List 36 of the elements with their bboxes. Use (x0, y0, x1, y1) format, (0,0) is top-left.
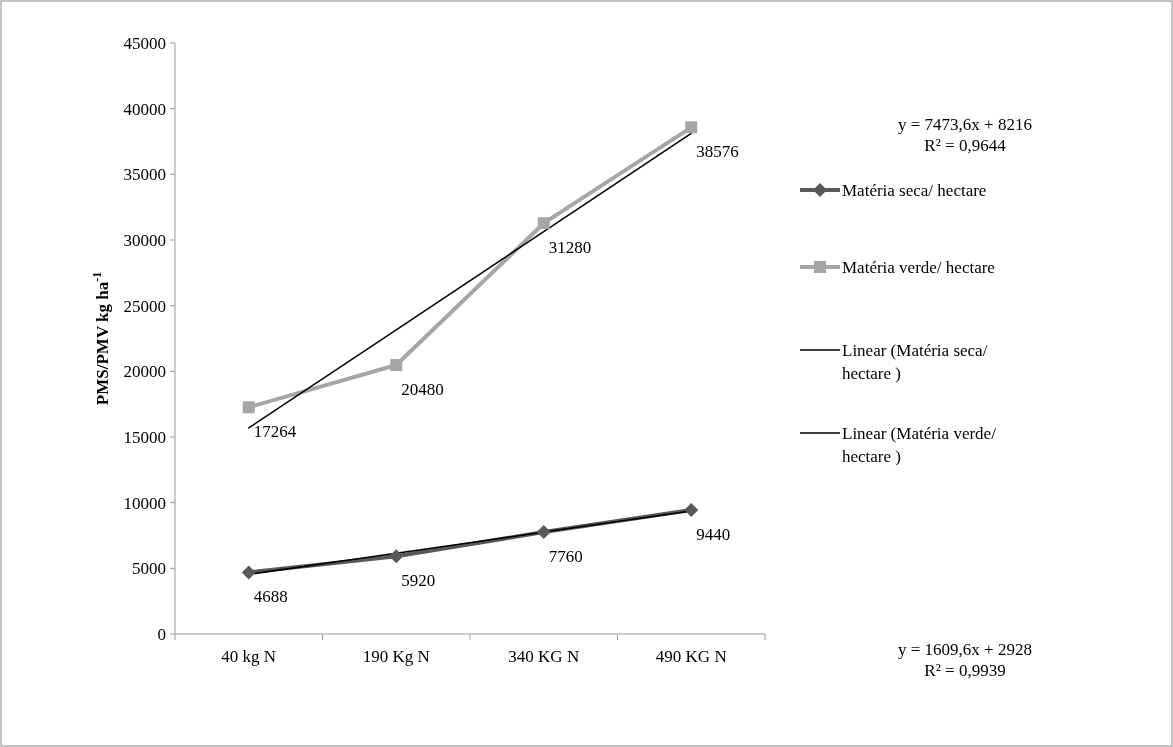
legend-label: Matéria seca/ hectare (842, 181, 987, 200)
y-tick-label: 40000 (123, 99, 166, 119)
data-label: 31280 (548, 238, 592, 258)
y-tick-label: 0 (157, 624, 166, 644)
x-tick-label: 340 KG N (508, 647, 580, 666)
point (241, 565, 256, 580)
y-tick-label: 5000 (132, 559, 166, 579)
y-tick-label: 10000 (123, 493, 166, 513)
x-tick-label: 490 KG N (655, 647, 727, 666)
point (684, 503, 699, 518)
legend-label: Linear (Matéria seca/ hectare ) (842, 341, 988, 383)
x-tick-label: 40 kg N (221, 647, 277, 666)
legend-label: Linear (Matéria verde/ hectare ) (842, 424, 997, 466)
data-label: 7760 (548, 547, 583, 567)
legend-label: Matéria verde/ hectare (842, 258, 995, 277)
point (389, 549, 404, 564)
point (242, 401, 255, 414)
point (537, 217, 550, 230)
y-tick-label: 30000 (123, 230, 166, 250)
text: y = 7473,6x + 8216 R² = 0,9644 (898, 115, 1032, 155)
y-tick-label: 35000 (123, 165, 166, 185)
data-label: 5920 (401, 571, 436, 591)
y-tick-label: 15000 (123, 427, 166, 447)
point (390, 359, 403, 372)
text: y = 1609,6x + 2928 R² = 0,9939 (898, 640, 1032, 680)
y-tick-label: 25000 (123, 296, 166, 316)
x-tick-label: 190 Kg N (362, 647, 430, 666)
data-label: 4688 (253, 587, 288, 607)
data-label: 9440 (696, 525, 731, 545)
data-label: 17264 (253, 422, 297, 442)
data-label: 38576 (696, 142, 739, 162)
data-label: 20480 (401, 380, 444, 400)
y-tick-label: 20000 (123, 362, 166, 382)
point (536, 525, 551, 540)
y-tick-label: 45000 (123, 33, 166, 53)
point (685, 121, 698, 134)
